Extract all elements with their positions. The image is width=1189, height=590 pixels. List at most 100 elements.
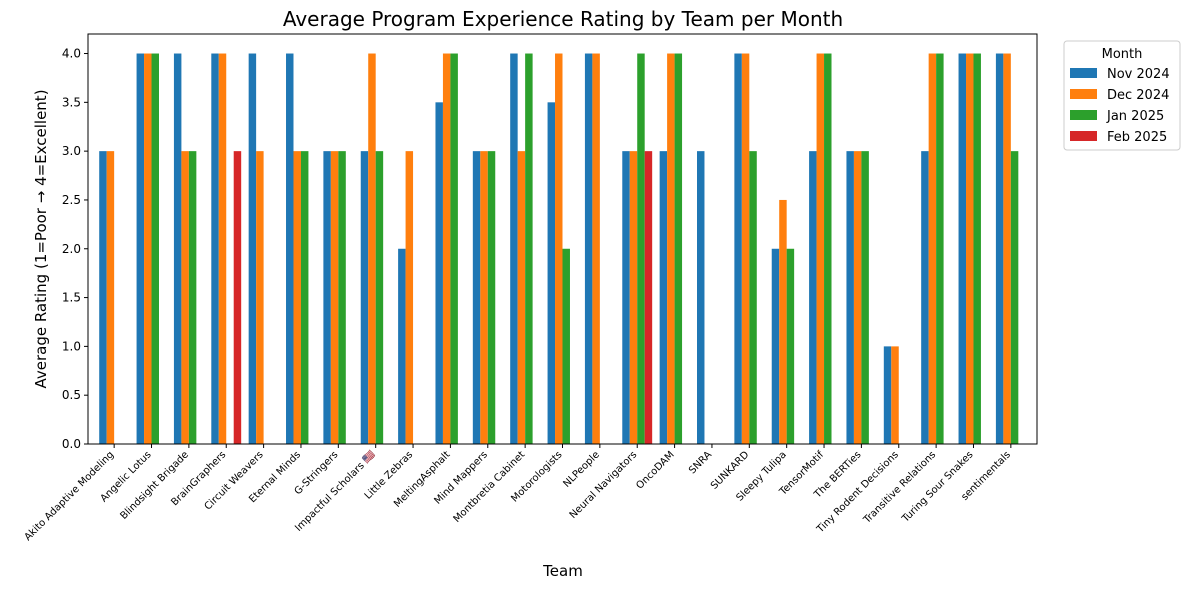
bar — [674, 53, 683, 445]
bar — [248, 53, 257, 445]
x-tick-label: Transitive Relations — [861, 449, 938, 526]
bar — [323, 151, 331, 444]
x-tick-label: Turing Sour Snakes — [900, 449, 976, 525]
bar — [786, 248, 795, 444]
legend-swatch — [1070, 110, 1097, 120]
bar — [861, 151, 869, 444]
bar — [809, 151, 817, 444]
x-tick-label: Neural Navigators — [568, 449, 640, 521]
bar — [891, 346, 899, 444]
legend-label: Dec 2024 — [1107, 88, 1169, 103]
bar — [629, 151, 638, 444]
bar — [405, 151, 414, 444]
bar — [510, 53, 518, 445]
bar — [584, 53, 593, 445]
bar — [368, 53, 376, 445]
y-tick-label: 0.0 — [62, 437, 81, 451]
bar — [928, 53, 937, 445]
bar — [958, 53, 967, 445]
legend-label: Feb 2025 — [1107, 130, 1167, 145]
bar — [525, 53, 533, 445]
legend-title: Month — [1102, 47, 1143, 62]
y-tick-label: 1.5 — [62, 291, 81, 305]
bar — [517, 151, 526, 444]
bar — [218, 53, 227, 445]
y-tick-label: 1.0 — [62, 339, 81, 353]
x-tick-label: Blindsight Brigade — [118, 449, 191, 522]
bar — [637, 53, 645, 445]
bar — [144, 53, 152, 445]
y-tick-label: 3.0 — [62, 144, 81, 158]
bar — [771, 248, 780, 444]
y-tick-label: 3.5 — [62, 95, 81, 109]
bar — [547, 102, 556, 444]
y-tick-label: 2.0 — [62, 242, 81, 256]
legend-swatch — [1070, 131, 1097, 141]
bar — [853, 151, 862, 444]
bar — [846, 151, 854, 444]
x-axis-label: Team — [542, 562, 583, 580]
x-tick-label: SNRA — [687, 449, 714, 476]
bar — [622, 151, 630, 444]
bar — [256, 151, 264, 444]
y-ticks: 0.0 0.5 1.0 1.5 2.0 2.5 3.0 3.5 4.0 — [62, 47, 88, 451]
bar — [995, 53, 1004, 445]
bar — [398, 248, 406, 444]
bar — [360, 151, 369, 444]
bar — [592, 53, 600, 445]
bar — [659, 151, 668, 444]
bar — [973, 53, 981, 445]
legend-swatch — [1070, 89, 1097, 99]
bar — [644, 151, 653, 444]
bar — [99, 151, 107, 444]
chart-title: Average Program Experience Rating by Tea… — [283, 7, 843, 31]
bar — [562, 248, 570, 444]
x-tick-label: OncoDAM — [634, 449, 676, 491]
bar — [286, 53, 294, 445]
bar — [450, 53, 458, 445]
bar — [487, 151, 496, 444]
bar — [883, 346, 892, 444]
bar — [136, 53, 145, 445]
bar — [816, 53, 825, 445]
x-tick-label: Montbretia Cabinet — [452, 449, 528, 525]
y-axis-label: Average Rating (1=Poor → 4=Excellent) — [32, 89, 50, 388]
bar — [330, 151, 339, 444]
bar — [181, 151, 189, 444]
bar — [293, 151, 301, 444]
bar — [824, 53, 832, 445]
y-tick-label: 4.0 — [62, 47, 81, 61]
bar — [1003, 53, 1011, 445]
bar — [667, 53, 675, 445]
bar — [472, 151, 481, 444]
legend-label: Jan 2025 — [1106, 109, 1164, 124]
bar — [936, 53, 944, 445]
bar — [697, 151, 705, 444]
bar — [779, 199, 787, 444]
legend: Month Nov 2024 Dec 2024 Jan 2025 Feb 2025 — [1063, 40, 1181, 151]
bar — [188, 151, 197, 444]
legend-label: Nov 2024 — [1107, 67, 1170, 82]
bar — [106, 151, 115, 444]
bar — [1010, 151, 1019, 444]
bar — [442, 53, 451, 445]
bar — [966, 53, 974, 445]
bar — [555, 53, 563, 445]
bar — [173, 53, 182, 445]
legend-swatch — [1070, 68, 1097, 78]
bar — [151, 53, 159, 445]
bar — [233, 151, 242, 444]
bars-group — [99, 53, 1019, 445]
bar — [734, 53, 742, 445]
bar — [375, 151, 384, 444]
bar — [435, 102, 443, 444]
bar — [749, 151, 757, 444]
bar — [480, 151, 488, 444]
bar — [338, 151, 346, 444]
bar — [300, 151, 309, 444]
bar — [741, 53, 750, 445]
plot-frame — [87, 33, 1038, 445]
y-tick-label: 2.5 — [62, 193, 81, 207]
